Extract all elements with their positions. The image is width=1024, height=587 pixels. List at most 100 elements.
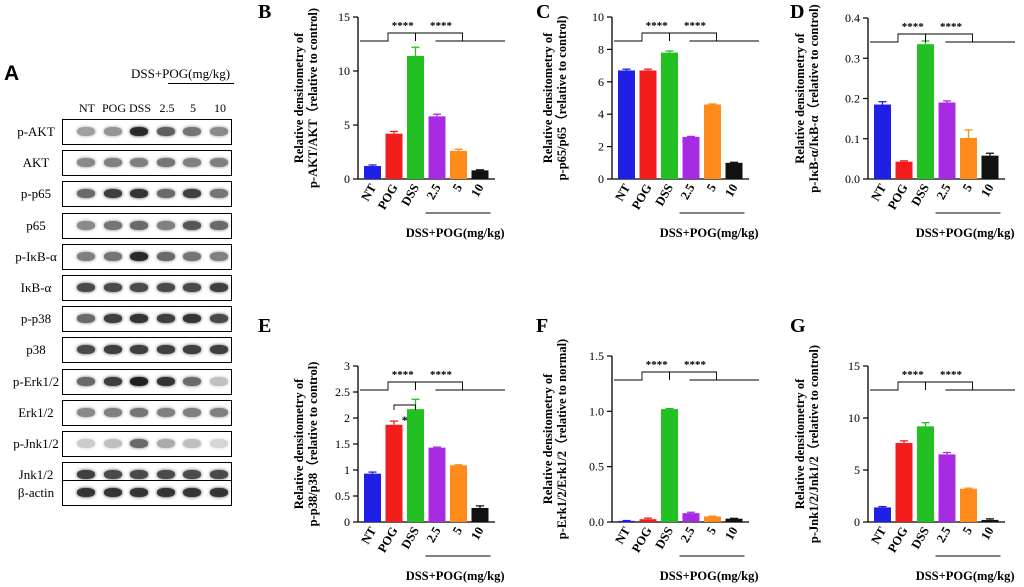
y-axis-label: p-p38/p38（relative to control) [305, 362, 320, 527]
bar [639, 70, 657, 179]
blot-strip [62, 431, 232, 457]
blot-row-label: Erk1/2 [18, 404, 54, 420]
y-axis-label-top: Relative densitometry of [292, 378, 306, 509]
blot-row-label: p-AKT [17, 124, 55, 139]
blot-row-label: p38 [26, 342, 46, 358]
y-axis-label: p-p65/p65（relative to control) [554, 16, 569, 181]
x-tick-label: 10 [722, 525, 740, 543]
panel-letter: B [258, 1, 271, 23]
blot-band [130, 189, 148, 199]
bar [981, 155, 999, 179]
x-tick-label: 10 [978, 182, 996, 200]
y-tick-label: 0 [598, 172, 604, 186]
blot-band [130, 127, 148, 136]
y-tick-label: 0.2 [845, 92, 860, 106]
bar [917, 426, 934, 522]
blot-band [130, 488, 148, 497]
blot-band [77, 189, 95, 199]
y-tick-label: 10 [338, 64, 350, 78]
blot-band [183, 376, 201, 386]
blot-band [210, 127, 228, 136]
bar [895, 442, 913, 522]
y-tick-label: 0 [344, 172, 350, 186]
western-blot-panel: A DSS+POG(mg/kg) NT POG DSS 2.5 5 10 p-AKT AKT… [0, 0, 240, 587]
sig-stars: **** [392, 20, 415, 32]
x-tick-label: POG [885, 181, 911, 212]
sig-bracket-left [614, 32, 670, 42]
y-tick-label: 1.0 [589, 404, 604, 418]
bar [938, 454, 956, 522]
blot-band [210, 189, 228, 199]
bar [682, 513, 700, 522]
y-axis-label: p-IκB-α/IκB-α（relative to control) [806, 4, 821, 192]
y-tick-label: 0.1 [845, 132, 860, 146]
blot-band [130, 376, 148, 386]
blot-band [157, 220, 175, 230]
y-tick-label: 8 [598, 42, 604, 56]
x-tick-label: 2.5 [424, 525, 444, 546]
bar [471, 170, 489, 179]
blot-band [104, 345, 122, 355]
y-tick-label: 0.0 [589, 515, 604, 529]
blot-band [104, 251, 122, 261]
y-tick-label: 15 [338, 10, 350, 24]
sig-stars: **** [430, 369, 453, 381]
x-tick-label: 5 [704, 525, 719, 537]
x-tick-label: NT [358, 524, 379, 547]
bar [725, 518, 743, 522]
blot-row-label: β-actin [17, 485, 55, 500]
bar [960, 137, 977, 179]
x-tick-label: 2.5 [678, 182, 698, 203]
blot-row-label: p-Erk1/2 [12, 373, 60, 389]
blot-band [104, 189, 122, 199]
panel-letter: F [536, 315, 548, 337]
blot-row-label: AKT [22, 155, 50, 171]
blot-band [77, 407, 95, 417]
bar [450, 465, 467, 522]
x-tick-label: 5 [960, 525, 975, 537]
blot-strip [62, 119, 232, 145]
blot-band [77, 376, 95, 386]
x-tick-label: DSS [399, 181, 423, 208]
y-tick-label: 1.5 [335, 437, 350, 451]
blot-band [130, 314, 148, 324]
blot-strip [62, 337, 232, 364]
y-tick-label: 2.5 [335, 385, 350, 399]
blot-band [104, 470, 122, 480]
x-tick-label: 10 [468, 525, 486, 543]
bar [725, 162, 743, 179]
blot-row-label: p-Jnk1/2 [13, 436, 59, 451]
blot-row-label: p-p65 [20, 186, 52, 202]
x-tick-label: DSS [653, 524, 677, 551]
y-tick-label: 4 [598, 107, 604, 121]
dose-group-label: DSS+POG(mg/kg) [660, 226, 759, 240]
y-tick-label: 0 [344, 515, 350, 529]
blot-strip [62, 243, 232, 270]
blot-band [157, 439, 175, 448]
blot-band [130, 439, 148, 448]
blot-band [130, 283, 148, 292]
bar [938, 102, 956, 179]
blot-band [130, 220, 148, 230]
blot-band [183, 127, 201, 136]
bar [874, 104, 891, 179]
blot-band [210, 488, 228, 497]
x-tick-label: 5 [450, 525, 465, 537]
blot-lane-label: 2.5 [159, 101, 175, 115]
y-tick-label: 3 [344, 359, 350, 373]
blot-band [210, 283, 228, 292]
y-tick-label: 1 [344, 463, 350, 477]
x-tick-label: NT [612, 524, 633, 547]
sig-bracket-pog-dss [393, 404, 416, 410]
blot-band [210, 345, 228, 355]
y-axis-label-top: Relative densitometry of [541, 32, 555, 163]
x-tick-label: 5 [960, 182, 975, 194]
y-tick-label: 5 [344, 118, 350, 132]
blot-strip [62, 368, 232, 395]
blot-band [157, 189, 175, 199]
panel-letter: C [536, 1, 550, 23]
bar [874, 507, 891, 522]
sig-stars: **** [646, 359, 669, 371]
blot-band [77, 283, 95, 292]
blot-band [77, 251, 95, 261]
